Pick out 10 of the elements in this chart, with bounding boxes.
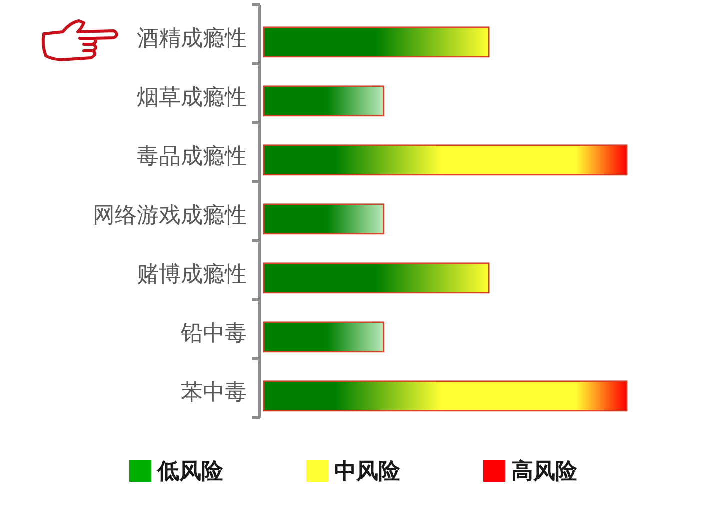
category-label: 铅中毒 xyxy=(181,320,247,346)
category-label: 酒精成瘾性 xyxy=(137,26,247,51)
category-label: 赌博成瘾性 xyxy=(137,262,247,287)
category-label: 烟草成瘾性 xyxy=(137,84,247,110)
legend-label: 高风险 xyxy=(512,458,578,484)
category-label: 网络游戏成瘾性 xyxy=(93,202,247,228)
category-label: 毒品成瘾性 xyxy=(137,144,247,169)
legend-label: 低风险 xyxy=(158,458,224,484)
category-label: 苯中毒 xyxy=(181,380,247,405)
legend-label: 中风险 xyxy=(334,458,400,484)
